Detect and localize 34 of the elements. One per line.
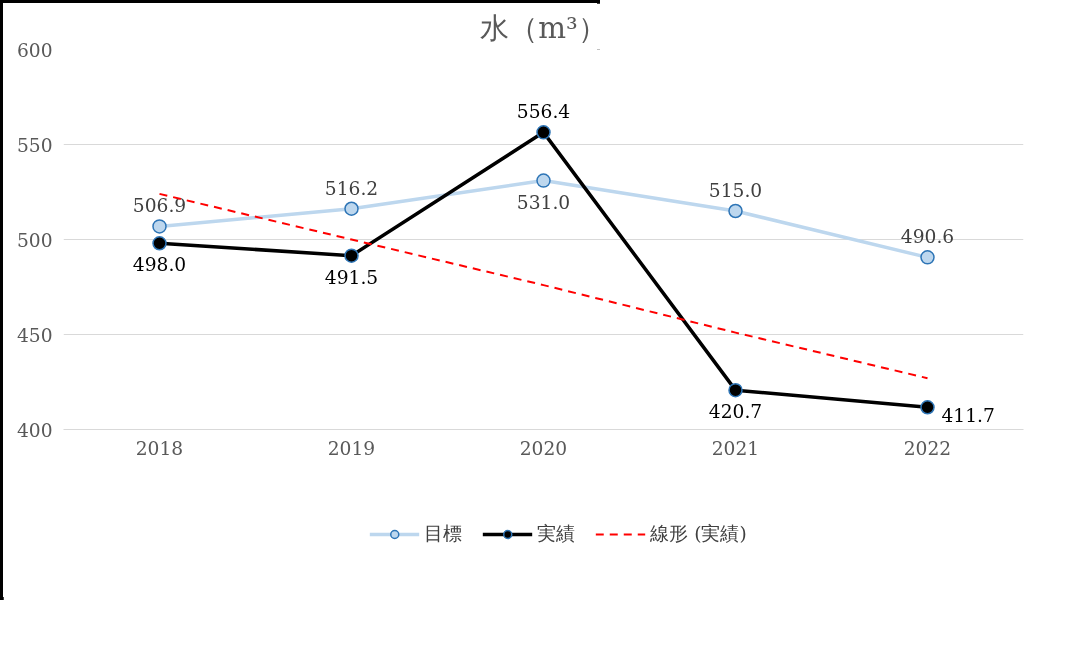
point [536, 125, 551, 140]
point [920, 400, 935, 415]
legend-label: 実績 [537, 522, 576, 546]
data-label: 516.2 [324, 177, 379, 199]
data-label: 556.4 [516, 101, 571, 123]
y-tick-label: 550 [16, 134, 53, 156]
data-label: 490.6 [900, 226, 955, 248]
data-label: 515.0 [708, 180, 763, 201]
point [728, 203, 743, 219]
x-tick-label: 2021 [711, 437, 760, 459]
y-tick-label: 400 [16, 419, 53, 441]
data-label: 420.7 [708, 401, 763, 423]
data-label: 411.7 [941, 405, 995, 427]
x-tick-label: 2018 [135, 437, 184, 459]
point [536, 173, 551, 188]
data-label: 491.5 [324, 266, 379, 288]
x-tick-label: 2019 [327, 437, 376, 459]
point [344, 248, 359, 263]
chart-title: 水（m³） [480, 10, 607, 45]
y-tick-label: 600 [16, 39, 53, 61]
point [152, 236, 167, 251]
data-label: 531.0 [516, 191, 571, 213]
point [920, 250, 935, 265]
legend-label: 目標 [424, 522, 463, 546]
x-tick-label: 2020 [519, 437, 568, 459]
point [728, 382, 743, 398]
y-tick-label: 450 [16, 324, 53, 346]
y-tick-label: 500 [16, 229, 53, 251]
point [152, 219, 167, 234]
point [344, 201, 359, 216]
data-label: 506.9 [132, 195, 187, 217]
data-label: 498.0 [132, 254, 187, 276]
legend-label: 線形 (実績) [650, 522, 747, 546]
x-tick-label: 2022 [903, 437, 952, 459]
